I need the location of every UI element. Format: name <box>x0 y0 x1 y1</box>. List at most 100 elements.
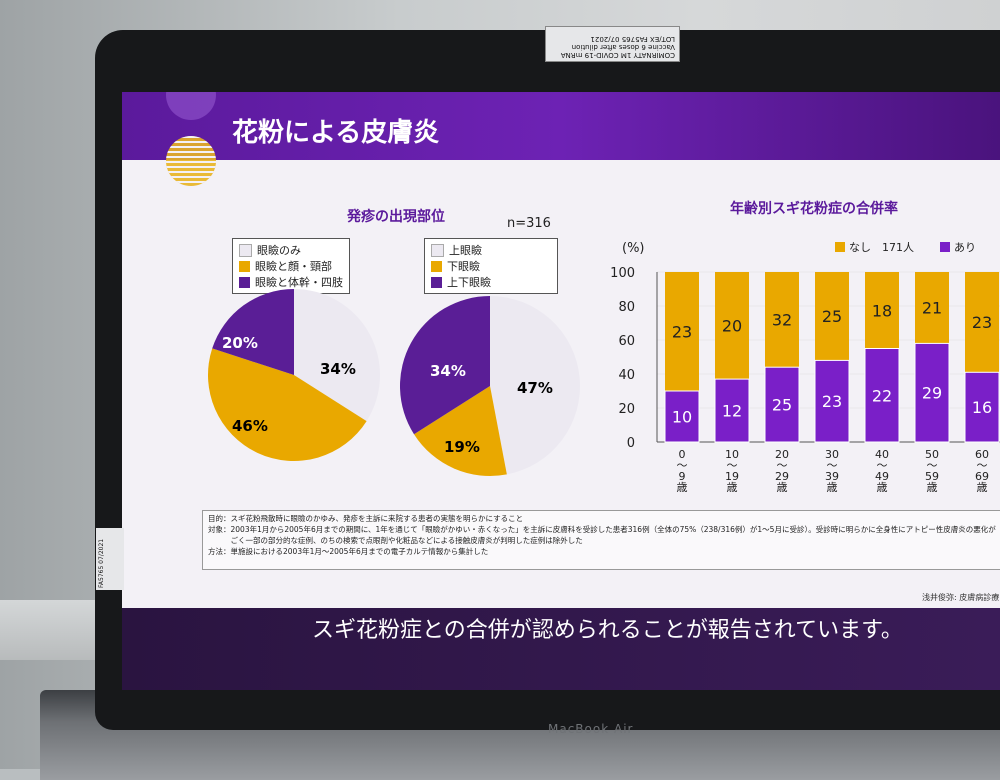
x-tick-label: 50 <box>925 448 939 461</box>
right-subtitle: 年齢別スギ花粉症の合併率 <box>730 201 898 217</box>
x-tick-label: 19 <box>725 470 739 483</box>
note-line: 対象：2003年1月から2005年6月までの期間に、1年を通じて「眼瞼がかゆい・… <box>208 525 996 534</box>
pie2-label-47: 47% <box>517 379 553 397</box>
y-tick-label: 0 <box>627 436 635 451</box>
legend-label: 眼瞼と顔・頸部 <box>255 260 332 273</box>
bar-label-none: 23 <box>672 323 692 342</box>
presentation-slide: 花粉による皮膚炎 発疹の出現部位 年齢別スギ花粉症の合併率 n=316 眼瞼のみ… <box>122 92 1000 690</box>
note-line: 目的：スギ花粉飛散時に眼瞼のかゆみ、発疹を主訴に来院する患者の実態を明らかにする… <box>208 514 524 523</box>
source-citation: 浅井俊弥: 皮膚病診療 <box>922 593 1000 602</box>
pie2-label-34: 34% <box>430 362 466 380</box>
sample-size: n=316 <box>507 216 551 231</box>
bar-label-none: 21 <box>922 299 942 318</box>
bar-yes <box>864 348 900 443</box>
subtitle-caption: スギ花粉症との合併が認められることが報告されています。 <box>312 618 903 643</box>
bar-yes <box>714 378 750 443</box>
bar-none <box>915 272 949 344</box>
pie2-legend: 上眼瞼 下眼瞼 上下眼瞼 <box>424 238 558 294</box>
left-subtitle: 発疹の出現部位 <box>347 209 445 225</box>
pie2-slice-2 <box>399 296 490 435</box>
pie1-slice-0 <box>294 289 380 422</box>
x-tick-label: 0 <box>679 448 686 461</box>
pie2-slice-1 <box>414 386 507 477</box>
legend-swatch-yes <box>940 242 950 252</box>
pie1-label-34: 34% <box>320 360 356 378</box>
pie1-slice-1 <box>208 348 367 462</box>
x-tick-label: 29 <box>775 470 789 483</box>
y-tick-label: 80 <box>618 300 635 315</box>
pie1-legend: 眼瞼のみ 眼瞼と顔・頸部 眼瞼と体幹・四肢 <box>232 238 350 294</box>
bar-yes <box>964 371 1000 443</box>
device-brand: MacBook Air <box>548 722 634 736</box>
y-axis-unit: (%) <box>622 242 645 256</box>
bar-label-yes: 10 <box>672 408 692 427</box>
bar-label-none: 18 <box>872 301 892 320</box>
bar-label-yes: 23 <box>822 392 842 411</box>
slide-title-bar <box>122 92 1000 160</box>
y-tick-label: 40 <box>618 368 635 383</box>
x-tick-label: 10 <box>725 448 739 461</box>
bar-none <box>715 272 749 380</box>
pie-charts <box>208 289 580 477</box>
x-tick-label: 歳 <box>877 481 888 492</box>
legend-swatch <box>431 243 444 257</box>
bar-label-yes: 22 <box>872 386 892 405</box>
pie1-label-46: 46% <box>232 417 268 435</box>
pie1-slice-2 <box>212 289 294 375</box>
x-tick-label: 9 <box>679 470 686 483</box>
bar-none <box>815 272 849 361</box>
pie2-label-19: 19% <box>444 438 480 456</box>
bar-yes <box>814 359 850 443</box>
pie2-slice-0 <box>490 296 580 475</box>
legend-label: 眼瞼のみ <box>257 244 301 257</box>
bar-label-none: 32 <box>772 311 792 330</box>
legend-swatch <box>239 276 250 288</box>
bar-label-yes: 25 <box>772 396 792 415</box>
y-tick-label: 100 <box>610 266 635 281</box>
legend-swatch <box>239 260 250 272</box>
slide-title: 花粉による皮膚炎 <box>232 118 440 148</box>
x-tick-label: 60 <box>975 448 989 461</box>
x-tick-label: 歳 <box>927 481 938 492</box>
x-tick-label: 20 <box>775 448 789 461</box>
decor-stripes <box>166 136 216 186</box>
x-tick-label: 30 <box>825 448 839 461</box>
x-tick-label: 69 <box>975 470 989 483</box>
legend-label-yes: あり <box>954 242 976 254</box>
x-tick-label: 〜 <box>777 459 788 472</box>
legend-label-none: なし 171人 <box>849 242 914 254</box>
bar-none <box>765 272 799 368</box>
x-tick-label: 49 <box>875 470 889 483</box>
x-tick-label: 〜 <box>927 459 938 472</box>
bar-label-none: 25 <box>822 307 842 326</box>
legend-label: 上下眼瞼 <box>447 276 491 289</box>
lot-sticker-small: FA5765 07/2021 <box>96 528 124 590</box>
x-tick-label: 歳 <box>977 481 988 492</box>
bar-label-yes: 29 <box>922 384 942 403</box>
note-line: 方法：単施設における2003年1月〜2005年6月までの電子カルテ情報から集計し… <box>208 547 489 556</box>
x-tick-label: 〜 <box>827 459 838 472</box>
bar-none <box>965 272 999 373</box>
bar-label-none: 23 <box>972 313 992 332</box>
legend-swatch-none <box>835 242 845 252</box>
bar-label-yes: 12 <box>722 402 742 421</box>
y-tick-label: 60 <box>618 334 635 349</box>
study-notes: 目的：スギ花粉飛散時に眼瞼のかゆみ、発疹を主訴に来院する患者の実態を明らかにする… <box>202 510 1000 570</box>
x-tick-label: 〜 <box>877 459 888 472</box>
legend-label: 上眼瞼 <box>449 244 482 257</box>
bar-yes <box>664 390 700 443</box>
bar-none <box>865 272 899 349</box>
x-tick-label: 歳 <box>827 481 838 492</box>
x-tick-label: 〜 <box>677 459 688 472</box>
x-tick-label: 40 <box>875 448 889 461</box>
x-tick-label: 歳 <box>727 481 738 492</box>
legend-label: 下眼瞼 <box>447 260 480 273</box>
bar-yes <box>764 366 800 443</box>
bar-yes <box>914 342 950 443</box>
legend-swatch <box>431 276 442 288</box>
bar-none <box>665 272 699 391</box>
bar-label-none: 20 <box>722 317 742 336</box>
bar-label-yes: 16 <box>972 398 992 417</box>
x-tick-label: 〜 <box>727 459 738 472</box>
